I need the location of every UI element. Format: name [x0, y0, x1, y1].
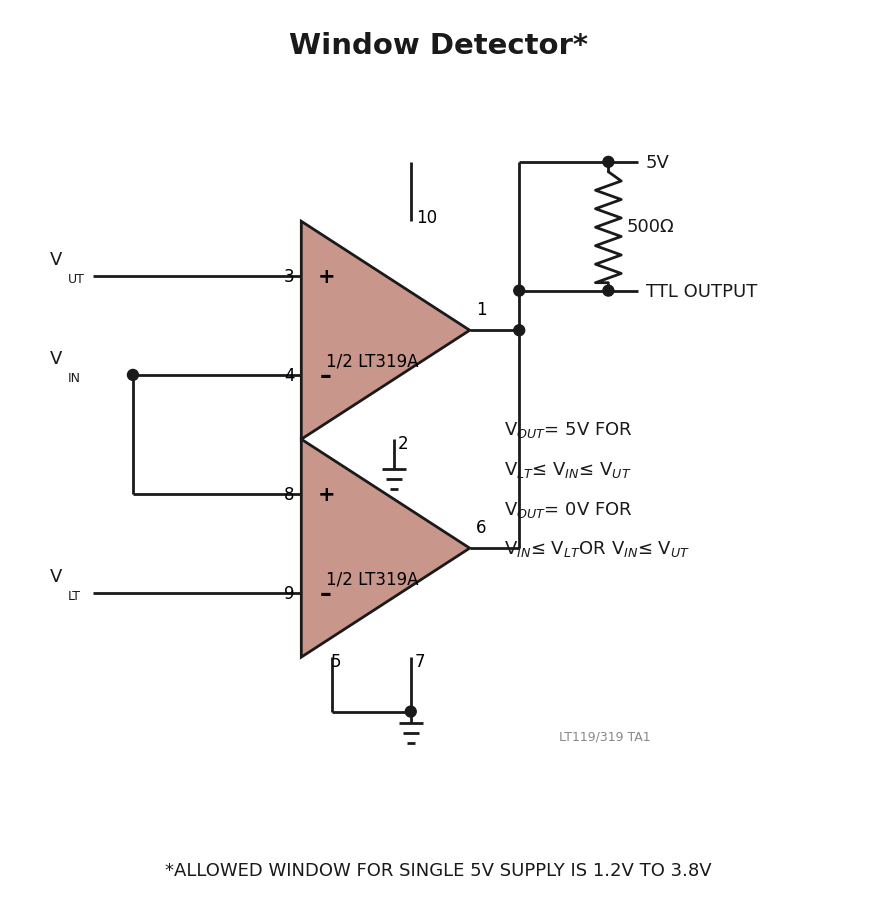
Text: TTL OUTPUT: TTL OUTPUT — [646, 282, 758, 301]
Circle shape — [127, 370, 139, 381]
Text: V: V — [49, 567, 62, 585]
Text: +: + — [317, 267, 335, 287]
Text: 5V: 5V — [646, 153, 670, 172]
Text: –: – — [320, 364, 332, 388]
Text: 3: 3 — [284, 267, 295, 286]
Text: $\mathregular{V}_{LT}$≤ $\mathregular{V}_{IN}$≤ $\mathregular{V}_{UT}$: $\mathregular{V}_{LT}$≤ $\mathregular{V}… — [504, 460, 632, 480]
Polygon shape — [302, 439, 470, 657]
Text: 2: 2 — [398, 435, 409, 453]
Text: 6: 6 — [475, 518, 486, 537]
Text: $\mathregular{V}_{OUT}$= 0V FOR: $\mathregular{V}_{OUT}$= 0V FOR — [504, 499, 633, 519]
Text: 8: 8 — [284, 485, 295, 503]
Text: UT: UT — [68, 273, 84, 286]
Circle shape — [514, 286, 524, 297]
Text: 1/2 LT319A: 1/2 LT319A — [325, 352, 418, 370]
Text: *ALLOWED WINDOW FOR SINGLE 5V SUPPLY IS 1.2V TO 3.8V: *ALLOWED WINDOW FOR SINGLE 5V SUPPLY IS … — [165, 861, 711, 879]
Circle shape — [602, 157, 614, 168]
Circle shape — [602, 286, 614, 297]
Text: LT: LT — [68, 590, 81, 603]
Text: 1/2 LT319A: 1/2 LT319A — [325, 570, 418, 588]
Text: 5: 5 — [331, 652, 341, 671]
Circle shape — [405, 707, 417, 717]
Circle shape — [514, 325, 524, 336]
Text: 500Ω: 500Ω — [626, 218, 674, 236]
Text: 4: 4 — [284, 367, 295, 384]
Text: $\mathregular{V}_{IN}$≤ $\mathregular{V}_{LT}$OR $\mathregular{V}_{IN}$≤ $\mathr: $\mathregular{V}_{IN}$≤ $\mathregular{V}… — [504, 539, 690, 559]
Text: 9: 9 — [284, 584, 295, 602]
Text: $\mathregular{V}_{OUT}$= 5V FOR: $\mathregular{V}_{OUT}$= 5V FOR — [504, 420, 633, 440]
Text: Window Detector*: Window Detector* — [289, 32, 588, 60]
Text: IN: IN — [68, 372, 81, 385]
Text: 1: 1 — [475, 301, 486, 319]
Text: LT119/319 TA1: LT119/319 TA1 — [559, 730, 651, 743]
Text: –: – — [320, 581, 332, 605]
Text: 7: 7 — [415, 652, 425, 671]
Polygon shape — [302, 222, 470, 439]
Text: +: + — [317, 484, 335, 505]
Text: V: V — [49, 349, 62, 368]
Text: V: V — [49, 251, 62, 268]
Text: 10: 10 — [416, 209, 437, 227]
